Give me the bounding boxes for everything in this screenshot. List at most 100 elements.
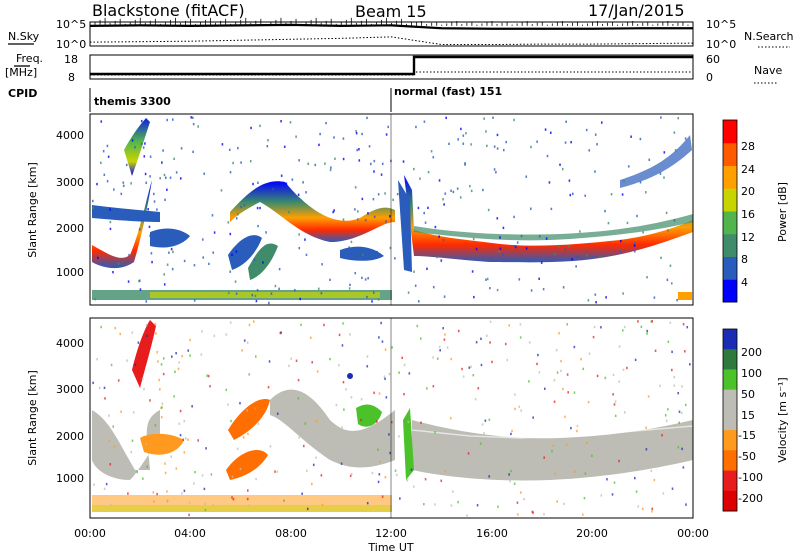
velocity-speckle-cell	[567, 464, 570, 467]
xtick-5: 20:00	[576, 527, 608, 540]
power-speckle-cell	[496, 147, 499, 150]
vel-cbar-tick-m50: -50	[738, 450, 756, 463]
velocity-speckle-cell	[584, 472, 587, 475]
power-speckle-cell	[673, 219, 676, 222]
velocity-speckle-cell	[212, 503, 214, 507]
velocity-speckle-cell	[136, 470, 138, 474]
velocity-speckle-cell	[671, 368, 673, 372]
velocity-speckle-cell	[457, 500, 459, 504]
power-speckle-cell	[546, 154, 549, 158]
power-speckle-cell	[584, 194, 587, 197]
power-speckle-cell	[417, 300, 420, 303]
power-speckle-cell	[170, 247, 173, 251]
velocity-speckle-cell	[279, 331, 282, 335]
velocity-speckle-cell	[678, 421, 680, 424]
nsearch-label: N.Search	[744, 30, 794, 43]
power-speckle-cell	[354, 208, 356, 211]
power-speckle-cell	[653, 296, 656, 299]
velocity-speckle-cell	[384, 377, 386, 380]
power-speckle-cell	[459, 196, 462, 199]
power-speckle-cell	[291, 178, 294, 181]
power-speckle-cell	[417, 206, 420, 210]
velocity-speckle-cell	[342, 322, 344, 325]
velocity-speckle-cell	[378, 336, 380, 339]
power-speckle-cell	[475, 247, 478, 251]
power-speckle-cell	[228, 148, 231, 152]
velocity-speckle-cell	[423, 502, 425, 506]
velocity-speckle-cell	[227, 403, 229, 406]
power-speckle-cell	[265, 231, 267, 234]
velocity-speckle-cell	[634, 358, 637, 362]
power-speckle-cell	[499, 247, 502, 250]
power-speckle-cell	[298, 159, 300, 162]
velocity-speckle-cell	[375, 420, 378, 423]
power-speckle-cell	[147, 208, 149, 211]
velocity-speckle-cell	[673, 375, 676, 379]
power-speckle-cell	[676, 298, 678, 302]
velocity-speckle-cell	[312, 463, 315, 467]
velocity-speckle-cell	[160, 363, 163, 366]
velocity-speckle-cell	[268, 360, 271, 363]
power-speckle-cell	[426, 267, 428, 270]
power-speckle-cell	[163, 283, 166, 286]
velocity-speckle-cell	[162, 434, 164, 437]
power-speckle-cell	[355, 130, 357, 133]
velocity-speckle-cell	[204, 502, 207, 506]
power-speckle-cell	[684, 137, 687, 140]
power-ytick-4000: 4000	[56, 129, 84, 142]
velocity-speckle-cell	[446, 346, 449, 349]
velocity-speckle-cell	[591, 454, 593, 458]
nsky-tick-bottom: 10^0	[56, 38, 86, 51]
velocity-speckle-cell	[329, 357, 331, 361]
velocity-speckle-cell	[614, 414, 617, 418]
power-speckle-cell	[564, 247, 567, 251]
velocity-speckle-cell	[519, 336, 522, 339]
velocity-speckle-cell	[242, 436, 245, 439]
power-speckle-cell	[342, 218, 345, 221]
power-speckle-cell	[473, 295, 475, 299]
velocity-speckle-cell	[509, 480, 511, 483]
velocity-speckle-cell	[301, 405, 303, 409]
velocity-speckle-cell	[479, 442, 482, 445]
power-speckle-cell	[305, 191, 307, 194]
power-speckle-cell	[373, 159, 376, 163]
velocity-speckle-cell	[257, 422, 260, 425]
velocity-speckle-cell	[189, 354, 191, 357]
power-speckle-cell	[394, 257, 396, 260]
power-speckle-cell	[548, 181, 551, 184]
power-speckle-cell	[516, 241, 519, 244]
velocity-speckle-cell	[225, 333, 228, 336]
velocity-speckle-cell	[120, 410, 122, 413]
velocity-speckle-cell	[323, 323, 325, 327]
power-speckle-cell	[366, 116, 368, 120]
power-speckle	[92, 116, 687, 305]
velocity-speckle-cell	[650, 320, 653, 323]
power-speckle-cell	[502, 226, 505, 230]
nave-trace	[90, 71, 693, 76]
power-speckle-cell	[227, 221, 230, 224]
velocity-speckle-cell	[574, 470, 577, 473]
power-speckle-cell	[234, 280, 237, 283]
power-speckle-cell	[166, 118, 168, 122]
velocity-speckle-cell	[448, 458, 450, 462]
velocity-speckle-cell	[511, 429, 513, 433]
power-speckle-cell	[268, 301, 270, 305]
power-speckle-cell	[232, 161, 234, 165]
power-speckle-cell	[274, 284, 277, 288]
xtick-6: 00:00	[677, 527, 709, 540]
velocity-speckle-cell	[532, 416, 534, 419]
velocity-speckle-cell	[162, 372, 165, 376]
velocity-speckle-cell	[466, 514, 468, 517]
power-ytick-2000: 2000	[56, 222, 84, 235]
velocity-speckle-cell	[231, 496, 233, 499]
velocity-speckle-cell	[225, 388, 228, 392]
velocity-speckle-cell	[209, 385, 211, 388]
velocity-speckle-cell	[110, 363, 113, 367]
velocity-speckle-cell	[555, 348, 558, 352]
power-speckle-cell	[171, 267, 174, 271]
power-speckle-cell	[502, 148, 505, 152]
velocity-speckle-cell	[130, 450, 133, 454]
power-cbar-tick-28: 28	[741, 140, 755, 153]
beam-title: Beam 15	[355, 2, 427, 21]
power-cbar-tick-12: 12	[741, 231, 755, 244]
